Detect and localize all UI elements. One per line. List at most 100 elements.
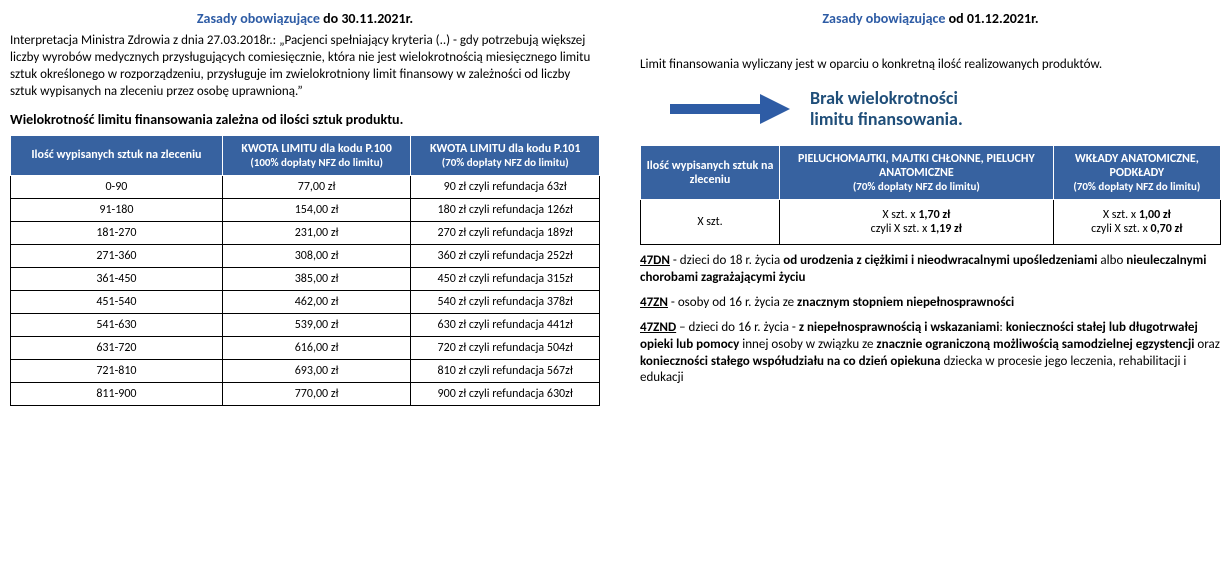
right-th-3-l1: WKŁADY ANATOMICZNE, PODKŁADY bbox=[1075, 152, 1199, 180]
table-cell: 540 zł czyli refundacja 378zł bbox=[411, 290, 600, 313]
table-row: 91-180154,00 zł180 zł czyli refundacja 1… bbox=[11, 198, 600, 221]
table-cell: 721-810 bbox=[11, 359, 223, 382]
n3h: konieczności stałego współudziału na co … bbox=[640, 354, 941, 369]
table-cell: 270 zł czyli refundacja 189zł bbox=[411, 221, 600, 244]
right-th-2-l1: PIELUCHOMAJTKI, MAJTKI CHŁONNE, PIELUCHY… bbox=[798, 152, 1035, 180]
left-th-3-l2: (70% dopłaty NFZ do limitu) bbox=[415, 156, 595, 169]
table-cell: 0-90 bbox=[11, 175, 223, 198]
table-cell: 361-450 bbox=[11, 267, 223, 290]
table-cell: 539,00 zł bbox=[222, 313, 411, 336]
n2b: znacznym stopniem niepełnosprawności bbox=[797, 295, 1014, 310]
left-title-prefix: Zasady obowiązujące bbox=[197, 10, 320, 27]
table-cell: 90 zł czyli refundacja 63zł bbox=[411, 175, 600, 198]
n1-code: 47DN bbox=[640, 253, 670, 268]
table-cell: 450 zł czyli refundacja 315zł bbox=[411, 267, 600, 290]
rtd2d: 1,19 zł bbox=[930, 222, 962, 236]
table-cell: 360 zł czyli refundacja 252zł bbox=[411, 244, 600, 267]
left-th-2-l2: (100% dopłaty NFZ do limitu) bbox=[227, 156, 407, 169]
note-47znd: 47ZND – dzieci do 16 r. życia - z niepeł… bbox=[640, 320, 1221, 388]
table-cell: 810 zł czyli refundacja 567zł bbox=[411, 359, 600, 382]
n3g: oraz bbox=[1194, 337, 1219, 352]
left-title: Zasady obowiązujące do 30.11.2021r. bbox=[10, 10, 600, 27]
table-cell: 451-540 bbox=[11, 290, 223, 313]
right-intro: Limit finansowania wyliczany jest w opar… bbox=[640, 57, 1221, 74]
left-th-3-l1: KWOTA LIMITU dla kodu P.101 bbox=[430, 142, 580, 156]
left-th-3: KWOTA LIMITU dla kodu P.101 (70% dopłaty… bbox=[411, 135, 600, 175]
table-row: 271-360308,00 zł360 zł czyli refundacja … bbox=[11, 244, 600, 267]
table-cell: 720 zł czyli refundacja 504zł bbox=[411, 336, 600, 359]
left-table: Ilość wypisanych sztuk na zleceniu KWOTA… bbox=[10, 135, 600, 406]
n2-code: 47ZN bbox=[640, 295, 668, 310]
slogan: Brak wielokrotności limitu finansowania. bbox=[810, 88, 963, 131]
rtd3a: X szt. x bbox=[1103, 208, 1139, 222]
table-cell: 541-630 bbox=[11, 313, 223, 336]
table-cell: 385,00 zł bbox=[222, 267, 411, 290]
right-th-3: WKŁADY ANATOMICZNE, PODKŁADY (70% dopłat… bbox=[1053, 146, 1220, 200]
table-row: 0-9077,00 zł90 zł czyli refundacja 63zł bbox=[11, 175, 600, 198]
n3f: znacznie ograniczoną możliwością samodzi… bbox=[876, 337, 1194, 352]
n1b: od urodzenia z ciężkimi i nieodwracalnym… bbox=[783, 253, 1097, 268]
table-cell: 462,00 zł bbox=[222, 290, 411, 313]
right-td-3: X szt. x 1,00 zł czyli X szt. x 0,70 zł bbox=[1053, 200, 1220, 245]
left-intro: Interpretacja Ministra Zdrowia z dnia 27… bbox=[10, 33, 600, 101]
right-title-prefix: Zasady obowiązujące bbox=[822, 10, 945, 27]
right-td-2: X szt. x 1,70 zł czyli X szt. x 1,19 zł bbox=[780, 200, 1054, 245]
left-column: Zasady obowiązujące do 30.11.2021r. Inte… bbox=[10, 10, 600, 406]
table-cell: 154,00 zł bbox=[222, 198, 411, 221]
table-cell: 181-270 bbox=[11, 221, 223, 244]
right-th-2-l2: (70% dopłaty NFZ do limitu) bbox=[784, 180, 1049, 193]
table-row: 631-720616,00 zł720 zł czyli refundacja … bbox=[11, 336, 600, 359]
table-cell: 91-180 bbox=[11, 198, 223, 221]
left-title-suffix: do 30.11.2021r. bbox=[320, 10, 413, 27]
table-row: 361-450385,00 zł450 zł czyli refundacja … bbox=[11, 267, 600, 290]
right-th-1: Ilość wypisanych sztuk na zleceniu bbox=[641, 146, 780, 200]
table-cell: 180 zł czyli refundacja 126zł bbox=[411, 198, 600, 221]
n1c: albo bbox=[1097, 253, 1126, 268]
table-cell: 308,00 zł bbox=[222, 244, 411, 267]
n3e: innej osoby w związku ze bbox=[739, 337, 876, 352]
slogan-l2: limitu finansowania. bbox=[810, 108, 963, 130]
right-th-3-l2: (70% dopłaty NFZ do limitu) bbox=[1058, 180, 1216, 193]
table-cell: 811-900 bbox=[11, 382, 223, 405]
rtd2b: 1,70 zł bbox=[918, 208, 950, 222]
table-cell: 770,00 zł bbox=[222, 382, 411, 405]
slogan-l1: Brak wielokrotności bbox=[810, 87, 958, 109]
n3b: z niepełnosprawnością i wskazaniami bbox=[799, 320, 1000, 335]
table-cell: 631-720 bbox=[11, 336, 223, 359]
left-th-2-l1: KWOTA LIMITU dla kodu P.100 bbox=[241, 142, 391, 156]
rtd2c: czyli X szt. x bbox=[871, 222, 930, 236]
table-cell: 616,00 zł bbox=[222, 336, 411, 359]
right-th-2: PIELUCHOMAJTKI, MAJTKI CHŁONNE, PIELUCHY… bbox=[780, 146, 1054, 200]
table-row: 451-540462,00 zł540 zł czyli refundacja … bbox=[11, 290, 600, 313]
n2a: - osoby od 16 r. życia ze bbox=[668, 295, 797, 310]
page-container: Zasady obowiązujące do 30.11.2021r. Inte… bbox=[10, 10, 1221, 406]
right-td-1: X szt. bbox=[641, 200, 780, 245]
table-row: 541-630539,00 zł630 zł czyli refundacja … bbox=[11, 313, 600, 336]
rtd3d: 0,70 zł bbox=[1150, 222, 1182, 236]
table-cell: 900 zł czyli refundacja 630zł bbox=[411, 382, 600, 405]
table-cell: 271-360 bbox=[11, 244, 223, 267]
note-47zn: 47ZN - osoby od 16 r. życia ze znacznym … bbox=[640, 295, 1221, 312]
right-title-suffix: od 01.12.2021r. bbox=[945, 10, 1038, 27]
left-th-1: Ilość wypisanych sztuk na zleceniu bbox=[11, 135, 223, 175]
arrow-icon bbox=[670, 92, 790, 126]
n1a: - dzieci do 18 r. życia bbox=[670, 253, 783, 268]
left-th-2: KWOTA LIMITU dla kodu P.100 (100% dopłat… bbox=[222, 135, 411, 175]
n3-code: 47ZND bbox=[640, 320, 676, 335]
table-cell: 77,00 zł bbox=[222, 175, 411, 198]
rtd3c: czyli X szt. x bbox=[1091, 222, 1150, 236]
note-47dn: 47DN - dzieci do 18 r. życia od urodzeni… bbox=[640, 253, 1221, 287]
table-row: 181-270231,00 zł270 zł czyli refundacja … bbox=[11, 221, 600, 244]
left-subhead: Wielokrotność limitu finansowania zależn… bbox=[10, 111, 600, 129]
n3a: – dzieci do 16 r. życia - bbox=[676, 320, 799, 335]
table-row: X szt. X szt. x 1,70 zł czyli X szt. x 1… bbox=[641, 200, 1221, 245]
right-title: Zasady obowiązujące od 01.12.2021r. bbox=[640, 10, 1221, 27]
rtd2a: X szt. x bbox=[882, 208, 918, 222]
rtd3b: 1,00 zł bbox=[1139, 208, 1171, 222]
right-table: Ilość wypisanych sztuk na zleceniu PIELU… bbox=[640, 145, 1221, 245]
table-cell: 630 zł czyli refundacja 441zł bbox=[411, 313, 600, 336]
arrow-row: Brak wielokrotności limitu finansowania. bbox=[670, 88, 1221, 131]
table-cell: 693,00 zł bbox=[222, 359, 411, 382]
table-row: 721-810693,00 zł810 zł czyli refundacja … bbox=[11, 359, 600, 382]
table-cell: 231,00 zł bbox=[222, 221, 411, 244]
